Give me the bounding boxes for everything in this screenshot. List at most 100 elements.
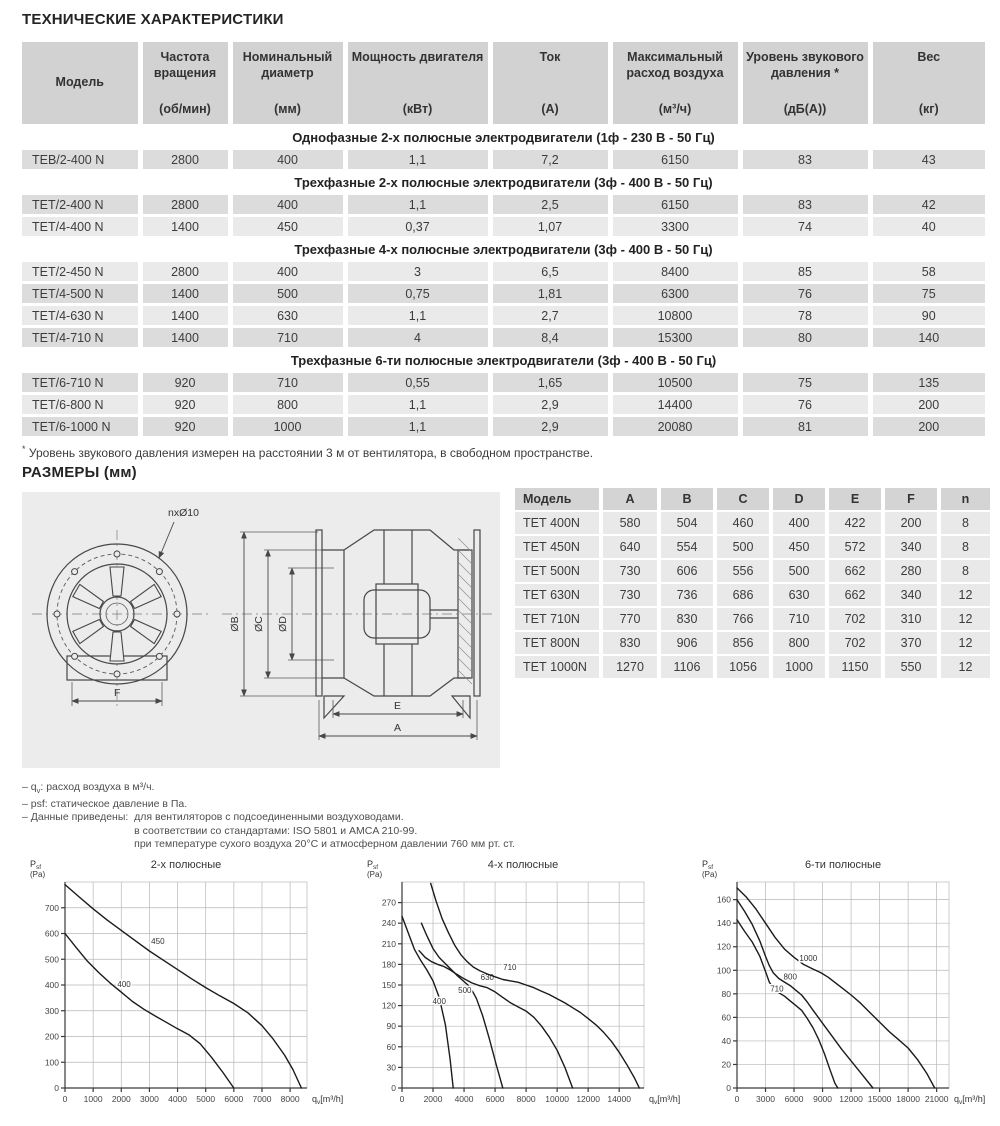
hatch-line [457,549,473,565]
cell-value: 1400 [140,282,233,306]
spec-header-name: Модель [55,75,104,90]
y-axis-label: Psf [702,859,713,871]
spec-table-wrap: Модель Частота вращения (об/мин) Номинальны… [22,42,985,439]
svg-text:0: 0 [735,1094,740,1104]
svg-text:90: 90 [387,1021,397,1031]
dim-header-cell: E [827,488,885,512]
cell-model: ТЕТ/2-450 N [22,260,143,284]
svg-text:150: 150 [382,980,396,990]
curve-800 [736,899,874,1089]
cell-value: 0,55 [345,371,493,395]
section-title-row: Трехфазные 2-х полюсные электродвигатели… [22,170,985,195]
dim-cell-model: ТЕТ 500N [515,559,603,584]
chart-4-pole: 0 30 60 90 120 150 180 210 240 270 0 2000 4000 6000 80… [362,856,692,1121]
dim-cell-value: 830 [659,607,717,632]
svg-text:200: 200 [45,1032,59,1042]
cell-value: 920 [140,371,233,395]
curve-label-710: 710 [503,963,517,972]
svg-text:0: 0 [391,1083,396,1093]
cell-value: 10500 [610,371,743,395]
spec-header-name: Мощность двигателя [351,50,484,64]
cell-value: 2800 [140,193,233,217]
cell-value: 58 [870,260,985,284]
spec-header-name: Ток [539,50,561,64]
dim-cell-value: 504 [659,511,717,536]
chart-6-pole: 0 20 40 60 80 100 120 140 160 0 3000 6000 9000 12000 1… [697,856,997,1121]
dim-cell-value: 770 [601,607,661,632]
section-title: Трехфазные 6-ти полюсные электродвигател… [22,348,985,373]
bolt-hole [71,652,79,660]
technical-drawing: nxØ10 F ØB ØC ØD [22,492,500,768]
spec-header-cell: Мощность двигателя (кВт) [345,42,493,127]
dim-table-row: ТЕТ 400N 580 504 460 400 422 200 8 [515,511,990,536]
section-title: Трехфазные 2-х полюсные электродвигатели… [22,170,985,195]
svg-text:7000: 7000 [253,1094,272,1104]
dim-cell-value: 460 [715,511,773,536]
dim-cell-value: 554 [659,535,717,560]
dim-cell-value: 580 [601,511,661,536]
hatch-line [457,645,473,661]
y-axis-label: Psf [30,859,41,871]
dim-cell-value: 710 [771,607,829,632]
curve-450 [64,883,303,1089]
cell-value: 920 [140,415,233,439]
svg-text:500: 500 [45,954,59,964]
cell-value: 83 [740,148,873,172]
dim-table-row: ТЕТ 710N 770 830 766 710 702 310 12 [515,607,990,632]
svg-text:2000: 2000 [112,1094,131,1104]
table-row: ТЕТ/4-500 N 1400 500 0,75 1,81 6300 76 75 [22,282,985,306]
x-axis-label: qv[m³/h] [312,1094,343,1106]
fan-blade [109,566,125,597]
cell-value: 90 [870,304,985,328]
curve-label-500: 500 [458,986,472,995]
cell-value: 4 [345,326,493,350]
svg-text:240: 240 [382,918,396,928]
cell-value: 43 [870,148,985,172]
notes-block: – qv: расход воздуха в м³/ч. – psf: стат… [22,781,515,852]
cell-value: 2,7 [490,304,613,328]
dim-cell-value: 550 [883,655,941,680]
dim-cell-value: 686 [715,583,773,608]
table-row: ТЕТ/4-630 N 1400 630 1,1 2,7 10800 78 90 [22,304,985,328]
cell-value: 400 [230,260,348,284]
svg-text:15000: 15000 [868,1094,892,1104]
fan-blade [109,631,125,662]
chart-2-pole: 0 100 200 300 400 500 600 700 0 1000 2000 3000 4000 5… [25,856,355,1121]
spec-header-cell: Ток (А) [490,42,613,127]
cell-value: 10800 [610,304,743,328]
cell-value: 2800 [140,260,233,284]
fan-blade [129,618,162,645]
dim-cell-value: 8 [939,535,990,560]
table-row: ТЕТ/2-400 N 2800 400 1,1 2,5 6150 83 42 [22,193,985,217]
cell-value: 78 [740,304,873,328]
dim-header-cell: Модель [515,488,603,512]
dim-table-row: ТЕТ 1000N 1270 1106 1056 1000 1150 550 12 [515,655,990,680]
axes [61,882,307,1092]
dim-header-cell: n [939,488,990,512]
dim-cell-value: 702 [827,607,885,632]
cell-value: 20080 [610,415,743,439]
svg-text:18000: 18000 [896,1094,920,1104]
dim-cell-model: ТЕТ 630N [515,583,603,608]
svg-text:270: 270 [382,898,396,908]
dim-cell-value: 702 [827,631,885,656]
dim-cell-value: 422 [827,511,885,536]
table-row: ТЕТ/6-800 N 920 800 1,1 2,9 14400 76 200 [22,393,985,417]
dim-cell-value: 500 [715,535,773,560]
table-row: ТЕТ/6-710 N 920 710 0,55 1,65 10500 75 135 [22,371,985,395]
svg-text:120: 120 [717,942,731,952]
curve-710 [430,882,640,1089]
svg-text:700: 700 [45,903,59,913]
svg-text:180: 180 [382,959,396,969]
spec-header-name: Номинальный диаметр [242,50,333,80]
dim-cell-value: 500 [771,559,829,584]
cell-value: 80 [740,326,873,350]
y-axis-label: Psf [367,859,378,871]
cell-value: 500 [230,282,348,306]
dim-cell-value: 662 [827,583,885,608]
bolt-hole [155,652,163,660]
